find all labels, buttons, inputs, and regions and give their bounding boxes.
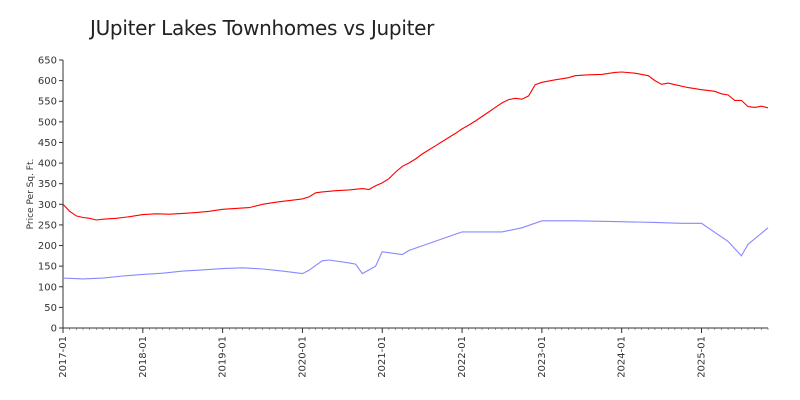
x-tick-label: 2018-01 — [138, 336, 149, 378]
y-tick-label: 100 — [38, 282, 57, 293]
y-tick-label: 350 — [38, 179, 57, 190]
y-tick-label: 650 — [38, 56, 57, 67]
y-tick-label: 250 — [38, 220, 57, 231]
x-tick-label: 2025-01 — [696, 336, 707, 378]
x-tick-label: 2019-01 — [218, 336, 229, 378]
x-axis: 2017-01 2018-01 2019-01 2020-01 2021-01 2022-… — [58, 327, 769, 378]
y-tick-label: 450 — [38, 138, 57, 149]
x-tick-label: 2021-01 — [377, 336, 388, 378]
y-tick-label: 400 — [38, 159, 57, 170]
y-tick-label: 300 — [38, 200, 57, 211]
chart-title: JUpiter Lakes Townhomes vs Jupiter — [90, 16, 435, 40]
y-axis-label: Price Per Sq. Ft. — [26, 159, 36, 230]
x-tick-label: 2020-01 — [297, 336, 308, 378]
x-tick-label: 2017-01 — [58, 336, 69, 378]
series-layer — [62, 71, 769, 280]
y-tick-label: 200 — [38, 241, 57, 252]
y-tick-label: 150 — [38, 262, 57, 273]
y-tick-label: 50 — [44, 303, 57, 314]
y-tick-label: 500 — [38, 117, 57, 128]
y-tick-label: 550 — [38, 97, 57, 108]
y-tick-label: 600 — [38, 76, 57, 87]
series-line-2 — [62, 220, 769, 280]
x-tick-label: 2024-01 — [617, 336, 628, 378]
y-tick-label: 0 — [51, 324, 57, 335]
y-axis: 0 50 100 150 200 250 300 350 400 450 500 550 600 650 — [38, 56, 64, 335]
series-line-1 — [62, 71, 769, 221]
x-tick-label: 2022-01 — [457, 336, 468, 378]
x-tick-label: 2023-01 — [537, 336, 548, 378]
